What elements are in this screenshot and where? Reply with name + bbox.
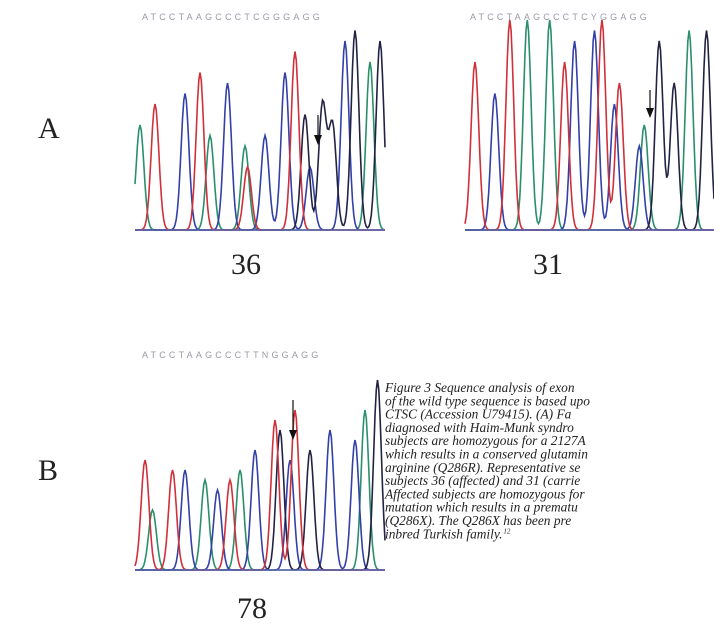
sequence: ATCCTAAGCCCTTNGGAGG xyxy=(142,350,321,360)
caption-line: inbred Turkish family. xyxy=(385,526,502,541)
trace xyxy=(135,40,385,231)
panel-label: B xyxy=(38,454,58,487)
subject-number: 78 xyxy=(237,592,267,625)
caption-line: of the wild type sequence is based upo xyxy=(385,393,590,408)
caption-line: subjects 36 (affected) and 31 (carrie xyxy=(385,473,580,488)
subject-number: 31 xyxy=(533,248,563,281)
caption-line: subjects are homozygous for a 2127A xyxy=(385,433,587,448)
caption-line: which results in a conserved glutamin xyxy=(385,447,588,462)
arrow-head xyxy=(314,135,322,145)
caption-line: diagnosed with Haim-Munk syndro xyxy=(385,420,574,435)
caption-line: (Q286X). The Q286X has been pre xyxy=(385,513,571,528)
sequence: ATCCTAAGCCCTCGGGAGG xyxy=(142,12,323,22)
trace xyxy=(135,429,385,571)
caption-line: CTSC (Accession U79415). (A) Fa xyxy=(385,407,572,422)
caption-line: arginine (Q286R). Representative se xyxy=(385,460,580,475)
sequence: ATCCTAAGCCCTCYGGAGG xyxy=(470,12,650,22)
caption-line: mutation which results in a prematu xyxy=(385,500,578,515)
reference: 12 xyxy=(503,527,511,535)
panel-label: A xyxy=(38,112,60,145)
arrow-head xyxy=(646,108,654,118)
caption-line: Affected subjects are homozygous for xyxy=(384,486,585,501)
arrow-head xyxy=(289,430,297,440)
subject-number: 36 xyxy=(231,248,261,281)
caption-line: Figure 3 Sequence analysis of exon xyxy=(384,380,575,395)
